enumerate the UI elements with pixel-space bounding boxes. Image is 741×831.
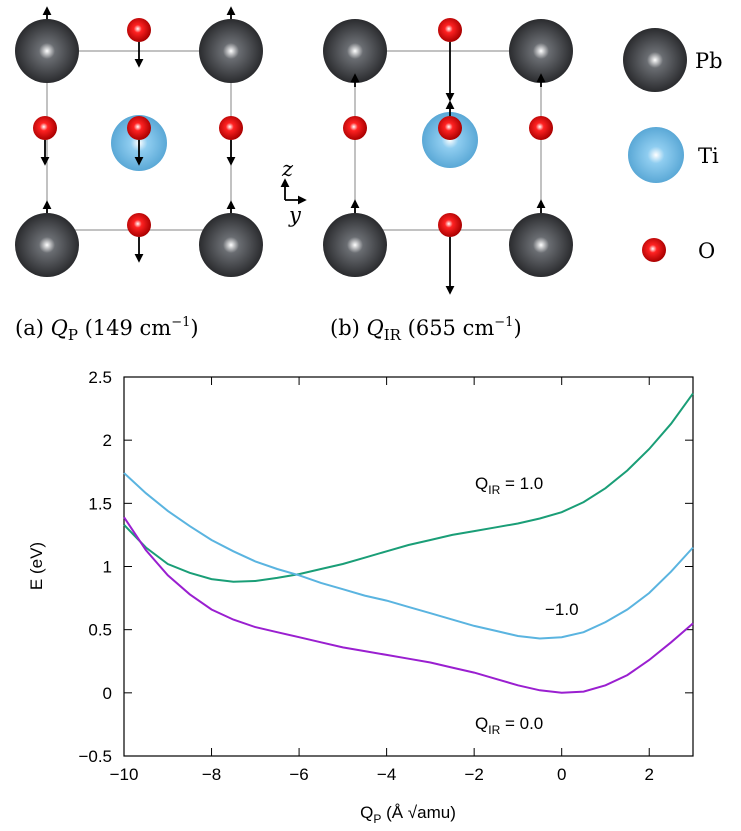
- chart: E (eV) QP (Å √amu) −0.5 0 0.5 1 1.5 2 2.5 −10 −8…: [27, 368, 694, 826]
- axis-z: z: [281, 157, 294, 181]
- annotation-symbol: Q: [475, 714, 488, 733]
- annotation-text: = 0.0: [500, 714, 543, 733]
- y-tick-label: 0.5: [88, 621, 112, 640]
- x-tick-label: −2: [464, 765, 483, 784]
- y-tick-label: 2.5: [88, 368, 112, 387]
- x-axis-label: QP (Å √amu): [360, 803, 456, 826]
- plot-frame: [123, 376, 694, 757]
- caption: (a) QP (149 cm−1): [15, 315, 199, 344]
- y-tick-label: 0: [103, 684, 112, 703]
- legend-label: O: [698, 239, 715, 263]
- annotation-sub: IR: [488, 483, 500, 497]
- x-tick-label: −10: [110, 765, 139, 784]
- caption: (b) QIR (655 cm−1): [330, 315, 522, 344]
- legend: Pb Ti O: [623, 28, 723, 263]
- series-line: [123, 516, 694, 694]
- annotation: QIR = 1.0: [475, 474, 543, 497]
- y-tick-label: 2: [103, 431, 112, 450]
- axis-y: y: [288, 203, 302, 227]
- structure-a: [15, 6, 263, 277]
- series-line: [123, 392, 694, 583]
- x-tick-label: −8: [202, 765, 221, 784]
- y-tick-label: 1: [103, 558, 112, 577]
- structure-b: [323, 18, 573, 295]
- x-tick-label: 2: [644, 765, 653, 784]
- y-tick-label: 1.5: [88, 494, 112, 513]
- x-tick-label: −4: [377, 765, 396, 784]
- legend-label: Ti: [698, 144, 719, 168]
- annotation-symbol: Q: [475, 474, 488, 493]
- x-tick-label: −6: [289, 765, 308, 784]
- legend-label: Pb: [695, 49, 723, 73]
- annotation: QIR = 0.0: [475, 714, 543, 737]
- axes-indicator: z y: [280, 157, 307, 227]
- y-tick-label: −0.5: [78, 747, 112, 766]
- annotation-text: = 1.0: [500, 474, 543, 493]
- annotation-text: −1.0: [545, 600, 579, 619]
- annotation: −1.0: [545, 600, 579, 619]
- annotation-sub: IR: [488, 723, 500, 737]
- x-tick-label: 0: [557, 765, 566, 784]
- series-line: [123, 472, 694, 640]
- y-axis-label: E (eV): [27, 542, 46, 590]
